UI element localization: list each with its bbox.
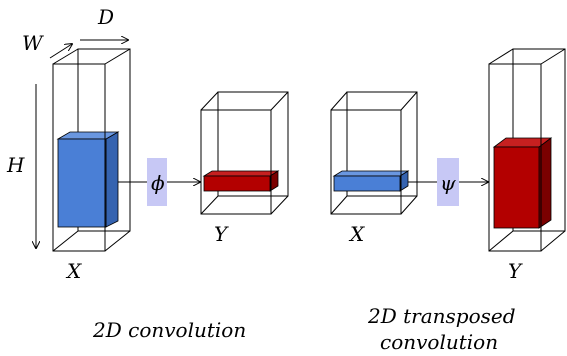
- input-volume-x-mid: [330, 91, 418, 215]
- caption-2d-convolution: 2D convolution: [92, 318, 246, 342]
- output-slice-red-large: [492, 137, 553, 229]
- label-y-mid: Y: [214, 222, 229, 246]
- input-slice-blue-thin: [332, 170, 410, 192]
- label-w: W: [22, 31, 44, 55]
- label-x-left: X: [65, 259, 82, 283]
- operator-psi-symbol: ψ: [440, 171, 456, 195]
- caption-2d-transposed-line1: 2D transposed: [367, 304, 516, 328]
- label-h: H: [6, 153, 25, 177]
- label-d: D: [97, 5, 114, 29]
- operator-phi-symbol: ϕ: [151, 171, 165, 195]
- caption-2d-transposed-line2: convolution: [380, 330, 498, 354]
- input-volume-x-left: [52, 48, 131, 252]
- output-volume-y-mid: [200, 91, 289, 215]
- label-x-mid: X: [348, 222, 365, 246]
- dimension-w-arrow: [49, 44, 72, 59]
- operator-psi: ψ: [437, 158, 459, 206]
- output-slice-red: [202, 170, 280, 192]
- operator-phi: ϕ: [147, 158, 167, 206]
- output-volume-y-right: [488, 48, 566, 252]
- input-slice-blue: [56, 131, 120, 228]
- label-y-right: Y: [508, 259, 523, 283]
